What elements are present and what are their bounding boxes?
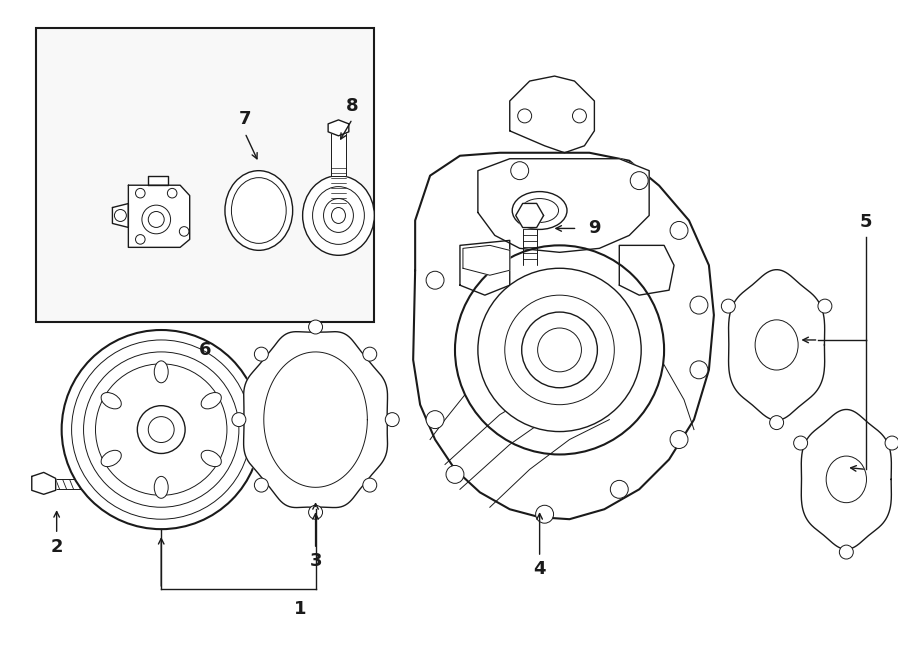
Ellipse shape — [323, 198, 354, 233]
Circle shape — [138, 406, 185, 453]
Text: 1: 1 — [294, 600, 307, 618]
Ellipse shape — [521, 198, 559, 223]
Text: 9: 9 — [588, 219, 600, 237]
Ellipse shape — [114, 210, 126, 221]
Circle shape — [505, 295, 615, 405]
Circle shape — [722, 299, 735, 313]
Circle shape — [478, 268, 641, 432]
Ellipse shape — [302, 176, 374, 255]
Polygon shape — [330, 131, 346, 176]
Text: 4: 4 — [534, 560, 546, 578]
Circle shape — [446, 465, 464, 483]
Polygon shape — [729, 270, 824, 420]
Circle shape — [84, 352, 238, 507]
Ellipse shape — [154, 361, 168, 383]
Circle shape — [148, 212, 164, 227]
Circle shape — [426, 410, 444, 428]
Polygon shape — [328, 120, 349, 136]
Polygon shape — [478, 159, 649, 253]
Text: 6: 6 — [199, 341, 212, 359]
Circle shape — [72, 340, 251, 519]
Circle shape — [885, 436, 899, 450]
Text: 2: 2 — [50, 538, 63, 556]
Circle shape — [309, 505, 322, 519]
Text: 3: 3 — [310, 552, 322, 570]
Polygon shape — [516, 204, 544, 227]
Circle shape — [522, 312, 598, 388]
Bar — [36, 28, 374, 322]
Circle shape — [136, 235, 145, 244]
Circle shape — [690, 296, 708, 314]
Ellipse shape — [331, 208, 346, 223]
Circle shape — [770, 416, 784, 430]
Ellipse shape — [101, 393, 122, 409]
Ellipse shape — [512, 192, 567, 229]
Ellipse shape — [312, 186, 364, 245]
Polygon shape — [112, 204, 129, 227]
Polygon shape — [413, 153, 714, 519]
Polygon shape — [129, 185, 190, 247]
Circle shape — [518, 109, 532, 123]
Polygon shape — [619, 245, 674, 295]
Circle shape — [95, 364, 227, 495]
Circle shape — [255, 478, 268, 492]
Polygon shape — [32, 473, 56, 494]
Ellipse shape — [231, 178, 286, 243]
Circle shape — [232, 412, 246, 426]
Polygon shape — [509, 76, 594, 153]
Circle shape — [690, 361, 708, 379]
Circle shape — [510, 162, 528, 180]
Polygon shape — [460, 241, 509, 295]
Text: 5: 5 — [860, 214, 872, 231]
Circle shape — [363, 347, 377, 361]
Ellipse shape — [101, 450, 122, 467]
Text: 7: 7 — [238, 110, 251, 128]
Circle shape — [148, 416, 175, 442]
Circle shape — [610, 481, 628, 498]
Ellipse shape — [154, 477, 168, 498]
Circle shape — [670, 430, 688, 449]
Ellipse shape — [755, 320, 798, 370]
Circle shape — [255, 347, 268, 361]
Circle shape — [537, 328, 581, 372]
Circle shape — [840, 545, 853, 559]
Circle shape — [167, 188, 177, 198]
Text: 8: 8 — [346, 97, 359, 115]
Circle shape — [136, 188, 145, 198]
Ellipse shape — [225, 171, 292, 251]
Circle shape — [179, 227, 189, 236]
Circle shape — [572, 109, 587, 123]
Circle shape — [455, 245, 664, 455]
Polygon shape — [801, 409, 891, 549]
Circle shape — [630, 172, 648, 190]
Circle shape — [142, 205, 171, 234]
Ellipse shape — [201, 450, 221, 467]
Circle shape — [818, 299, 832, 313]
Circle shape — [385, 412, 400, 426]
Ellipse shape — [826, 456, 867, 502]
Circle shape — [309, 320, 322, 334]
Circle shape — [61, 330, 261, 529]
Polygon shape — [463, 245, 509, 275]
Circle shape — [536, 505, 554, 524]
Polygon shape — [148, 176, 168, 185]
Circle shape — [794, 436, 807, 450]
Circle shape — [426, 271, 444, 289]
Circle shape — [670, 221, 688, 239]
Ellipse shape — [201, 393, 221, 409]
Circle shape — [363, 478, 377, 492]
Polygon shape — [244, 332, 388, 508]
